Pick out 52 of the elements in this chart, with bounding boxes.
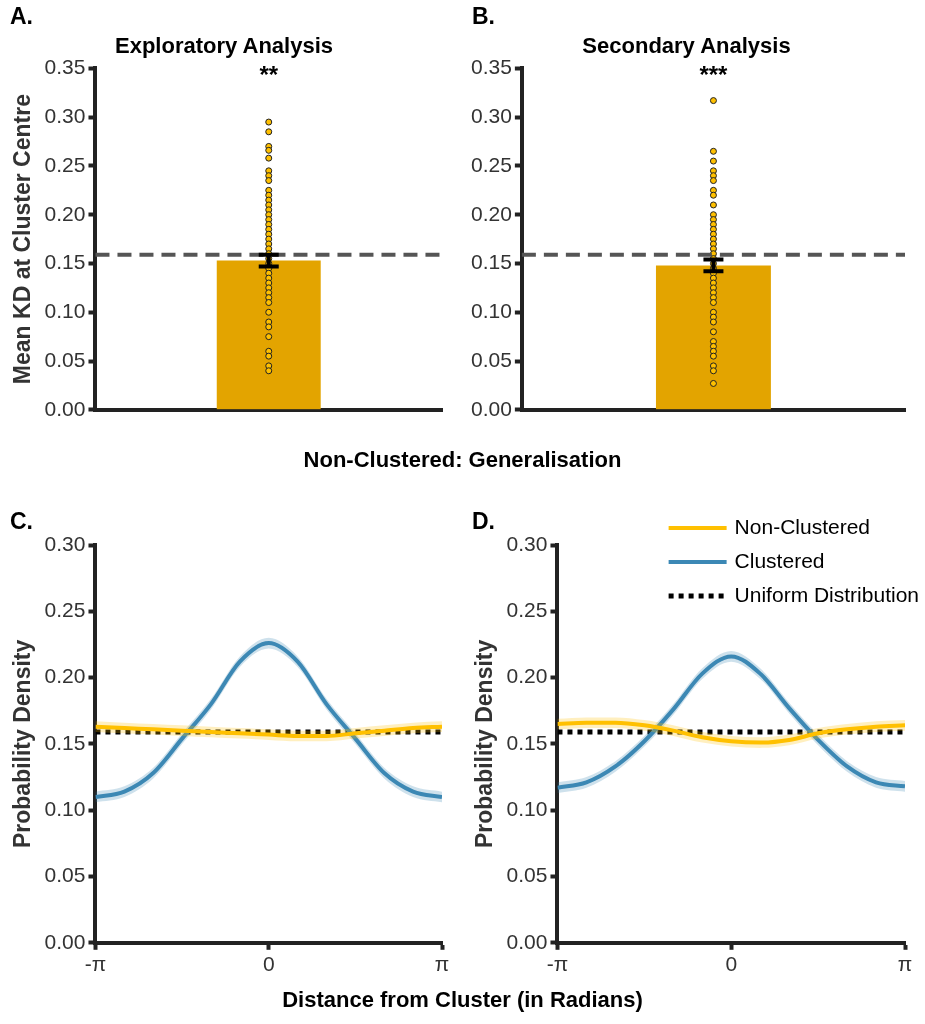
annotation: *** bbox=[699, 61, 729, 89]
y-tick-label: 0.05 bbox=[506, 863, 548, 887]
x-tick-label: π bbox=[897, 952, 913, 976]
y-tick-label: 0.10 bbox=[506, 797, 548, 820]
legend-label: Non-Clustered bbox=[734, 514, 871, 538]
y-tick-label: 0.00 bbox=[471, 396, 512, 420]
chart-title: Exploratory Analysis bbox=[114, 33, 334, 59]
y-axis-title: Mean KD at Cluster Centre bbox=[9, 94, 36, 385]
y-axis-title: Probability Density bbox=[471, 639, 498, 849]
y-tick-label: 0.00 bbox=[506, 929, 548, 953]
y-tick-label: 0.25 bbox=[44, 598, 86, 622]
y-tick-label: 0.25 bbox=[506, 598, 548, 622]
text: B. bbox=[472, 2, 495, 29]
x-tick-label: -π bbox=[546, 952, 569, 976]
y-tick-label: 0.15 bbox=[44, 730, 86, 754]
y-tick-label: 0.15 bbox=[506, 730, 548, 754]
y-tick-label: 0.10 bbox=[44, 299, 86, 323]
y-tick-label: 0.20 bbox=[471, 201, 512, 225]
x-axis-title: Non-Clustered: Generalisation bbox=[302, 447, 623, 473]
y-tick-label: 0.20 bbox=[44, 201, 86, 225]
y-tick-label: 0.30 bbox=[44, 103, 86, 127]
text: D. bbox=[472, 507, 495, 534]
y-tick-label: 0.05 bbox=[471, 347, 512, 371]
y-tick-label: 0.35 bbox=[471, 55, 512, 79]
y-tick-label: 0.30 bbox=[506, 531, 548, 555]
x-tick-label: 0 bbox=[725, 952, 738, 976]
legend-label: Clustered bbox=[734, 548, 825, 572]
y-tick-label: 0.30 bbox=[471, 103, 512, 127]
y-tick-label: 0.00 bbox=[44, 396, 86, 420]
y-tick-label: 0.30 bbox=[44, 531, 86, 555]
y-tick-label: 0.35 bbox=[44, 55, 86, 79]
y-tick-label: 0.15 bbox=[471, 250, 512, 274]
annotation: ** bbox=[259, 61, 279, 89]
x-tick-label: π bbox=[434, 952, 450, 976]
chart-title: Secondary Analysis bbox=[582, 33, 791, 59]
x-tick-label: -π bbox=[84, 952, 107, 976]
y-tick-label: 0.10 bbox=[471, 299, 512, 323]
text: A. bbox=[10, 2, 33, 29]
y-tick-label: 0.10 bbox=[44, 797, 86, 820]
x-axis-title: Distance from Cluster (in Radians) bbox=[281, 987, 644, 1013]
y-tick-label: 0.20 bbox=[44, 664, 86, 688]
y-tick-label: 0.15 bbox=[44, 250, 86, 274]
y-tick-label: 0.05 bbox=[44, 347, 86, 371]
y-tick-label: 0.25 bbox=[44, 152, 86, 176]
y-tick-label: 0.25 bbox=[471, 152, 512, 176]
y-axis-title: Probability Density bbox=[9, 639, 36, 849]
y-tick-label: 0.05 bbox=[44, 863, 86, 887]
x-tick-label: 0 bbox=[262, 952, 275, 976]
y-tick-label: 0.00 bbox=[44, 929, 86, 953]
legend-label: Uniform Distribution bbox=[734, 582, 919, 606]
y-tick-label: 0.20 bbox=[506, 664, 548, 688]
text: C. bbox=[10, 507, 33, 534]
